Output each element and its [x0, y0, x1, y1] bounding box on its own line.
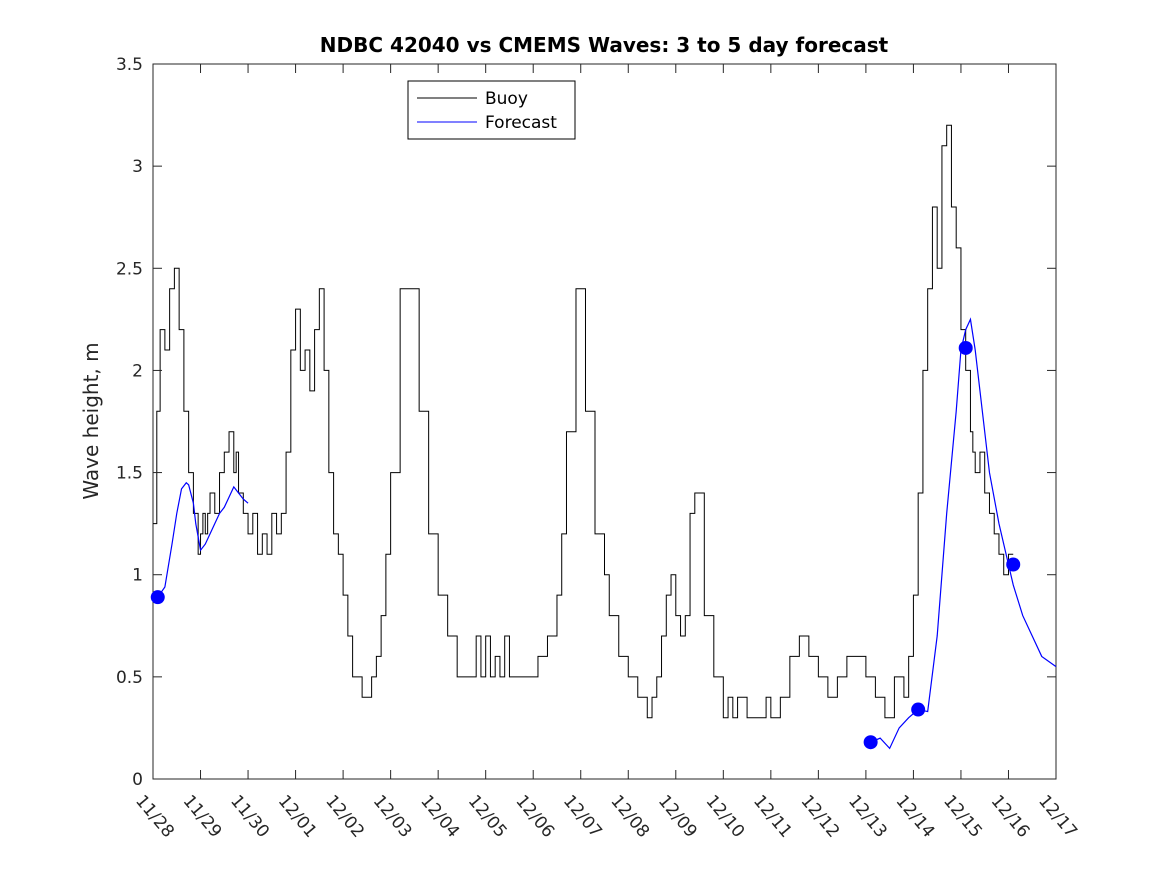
x-tick-label: 12/04 — [416, 791, 463, 841]
y-tick-label: 3.5 — [116, 55, 143, 75]
chart-title: NDBC 42040 vs CMEMS Waves: 3 to 5 day fo… — [320, 33, 889, 57]
x-tick-label: 11/28 — [131, 791, 178, 841]
forecast-marker — [1006, 557, 1021, 572]
buoy-series-line — [153, 124, 1014, 719]
x-tick-label: 12/14 — [892, 791, 939, 841]
x-tick-label: 12/10 — [701, 791, 748, 841]
legend-forecast-label: Forecast — [485, 113, 557, 133]
x-tick-label: 12/08 — [606, 791, 653, 841]
plot-area — [152, 63, 1057, 780]
x-tick-label: 12/12 — [797, 791, 844, 841]
plot-frame — [152, 63, 1057, 780]
x-tick-label: 12/13 — [844, 791, 891, 841]
forecast-marker — [863, 735, 878, 750]
x-tick-label: 12/01 — [274, 791, 321, 841]
x-tick-label: 12/03 — [369, 791, 416, 841]
x-tick-label: 12/16 — [987, 791, 1034, 841]
y-tick-label: 1.5 — [116, 464, 143, 484]
y-tick-label: 3 — [132, 157, 143, 177]
forecast-series-line — [870, 317, 1057, 750]
x-tick-label: 12/07 — [559, 791, 606, 841]
x-tick-label: 12/09 — [654, 791, 701, 841]
y-tick-label: 0.5 — [116, 668, 143, 688]
forecast-marker — [150, 590, 165, 605]
x-tick-label: 11/29 — [179, 791, 226, 841]
x-tick-label: 12/05 — [464, 791, 511, 841]
forecast-marker — [958, 340, 973, 355]
y-tick-label: 2 — [132, 361, 143, 381]
y-tick-label: 2.5 — [116, 259, 143, 279]
y-axis-label: Wave height, m — [79, 342, 103, 499]
x-tick-label: 12/17 — [1034, 791, 1081, 841]
x-tick-label: 12/15 — [939, 791, 986, 841]
legend-buoy-label: Buoy — [485, 89, 528, 109]
legend: Buoy Forecast — [407, 80, 576, 140]
x-tick-label: 12/11 — [749, 791, 796, 841]
legend-box — [407, 80, 576, 140]
x-tick-label: 11/30 — [226, 791, 273, 841]
forecast-series-line — [157, 481, 249, 598]
x-tick-label: 12/06 — [511, 791, 558, 841]
series-layer — [150, 124, 1057, 750]
x-tick-label: 12/02 — [321, 791, 368, 841]
y-tick-label: 1 — [132, 566, 143, 586]
forecast-marker — [911, 702, 926, 717]
y-tick-label: 0 — [132, 770, 143, 790]
